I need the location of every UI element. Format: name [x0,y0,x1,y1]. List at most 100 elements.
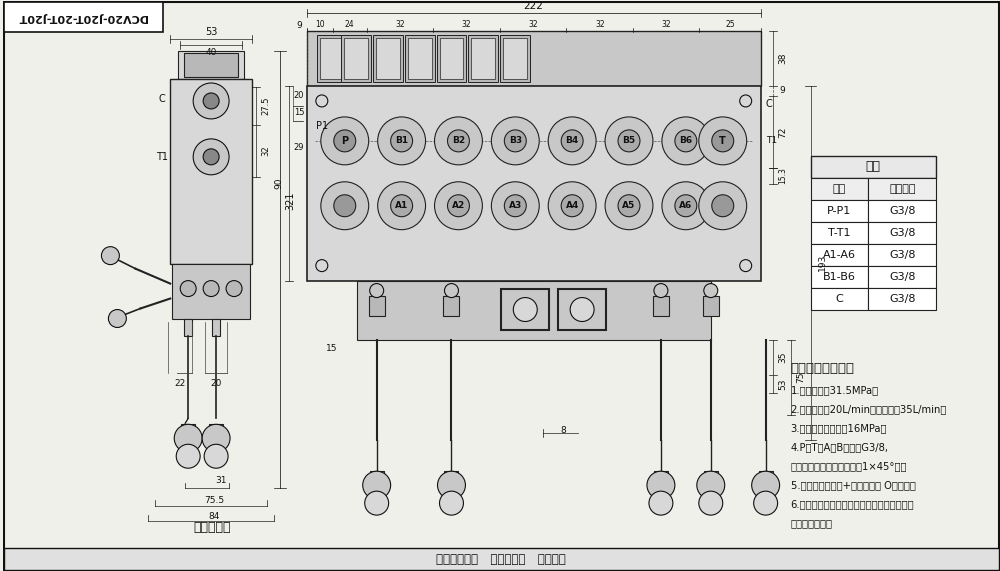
Circle shape [440,491,463,515]
Circle shape [204,444,228,468]
Text: 75: 75 [796,372,805,383]
Text: 75.5: 75.5 [204,496,224,505]
Text: 技术要求及参数：: 技术要求及参数： [791,362,855,375]
Circle shape [654,284,668,297]
Bar [868,288,936,309]
Circle shape [697,471,725,499]
Text: 193: 193 [818,254,827,271]
Text: 20: 20 [210,379,222,388]
Text: 53: 53 [778,379,787,390]
Circle shape [605,182,653,230]
Circle shape [570,297,594,321]
Circle shape [174,424,202,452]
Bar [443,296,459,316]
Text: P-P1: P-P1 [827,206,852,216]
Circle shape [704,284,718,297]
Circle shape [435,182,482,230]
Circle shape [491,117,539,165]
Bar [440,38,463,79]
Bar [811,222,868,244]
Text: 32: 32 [395,19,405,29]
Text: 321: 321 [285,191,295,210]
Text: 27.5: 27.5 [261,96,270,115]
Circle shape [391,195,413,217]
Text: 15.3: 15.3 [778,167,787,184]
Text: 9: 9 [780,86,785,95]
Bar [653,296,669,316]
Circle shape [226,280,242,296]
Text: DCV20-J20T-20T-J20T: DCV20-J20T-20T-J20T [18,12,147,22]
Text: C: C [159,94,166,104]
Circle shape [712,130,734,152]
Circle shape [202,424,230,452]
Text: B3: B3 [509,136,522,146]
Bar [811,156,936,178]
Circle shape [334,130,356,152]
Circle shape [699,182,747,230]
Circle shape [203,149,219,165]
Circle shape [101,247,119,264]
Circle shape [662,117,710,165]
Text: 22: 22 [175,379,186,388]
Bar [344,38,368,79]
Text: A1: A1 [395,201,408,210]
Text: 35: 35 [778,352,787,363]
Circle shape [363,471,391,499]
Circle shape [699,117,747,165]
Bar [471,38,495,79]
Bar [341,35,371,82]
Bar [811,178,868,200]
Text: G3/8: G3/8 [889,228,916,238]
Circle shape [712,195,734,217]
Bar [184,53,238,77]
Text: T1: T1 [156,152,168,162]
Text: 24: 24 [345,19,355,29]
Text: 高性能液压阀   手动及手柄   全球发货: 高性能液压阀 手动及手柄 全球发货 [436,553,566,565]
Bar [4,2,163,32]
Text: 222: 222 [523,1,543,11]
Circle shape [491,182,539,230]
Circle shape [438,471,465,499]
Circle shape [618,130,640,152]
Text: T: T [719,136,726,146]
Text: B2: B2 [452,136,465,146]
Circle shape [740,95,752,107]
Text: 1.额定压力：31.5MPa；: 1.额定压力：31.5MPa； [791,385,879,395]
Text: B4: B4 [566,136,579,146]
Text: T1: T1 [766,136,777,146]
Bar [4,548,999,570]
Text: A4: A4 [565,201,579,210]
Circle shape [647,471,675,499]
Circle shape [365,491,389,515]
Bar [868,266,936,288]
Bar [369,296,385,316]
Bar [307,31,761,86]
Text: T-T1: T-T1 [828,228,851,238]
Circle shape [504,195,526,217]
Bar [468,35,498,82]
Bar [178,51,244,79]
Circle shape [334,195,356,217]
Text: P1: P1 [316,121,328,131]
Bar [170,79,252,264]
Bar [703,296,719,316]
Bar [373,35,403,82]
Text: 31: 31 [215,476,227,485]
Text: G3/8: G3/8 [889,206,916,216]
Circle shape [504,130,526,152]
Bar [500,35,530,82]
Text: 8: 8 [560,426,566,435]
Text: 32: 32 [261,146,270,156]
Text: 90: 90 [274,177,283,188]
Text: 32: 32 [462,19,472,29]
Circle shape [548,182,596,230]
Circle shape [662,182,710,230]
Bar [307,86,761,280]
Text: 3.安装阀调定压力：16MPa；: 3.安装阀调定压力：16MPa； [791,423,887,433]
Text: 6.阀体表面磷化处理，安全阀及螺绯钉锁，支: 6.阀体表面磷化处理，安全阀及螺绯钉锁，支 [791,499,914,509]
Bar [811,266,868,288]
Text: 32: 32 [661,19,671,29]
Circle shape [203,280,219,296]
Text: C: C [836,293,843,304]
Circle shape [193,139,229,175]
